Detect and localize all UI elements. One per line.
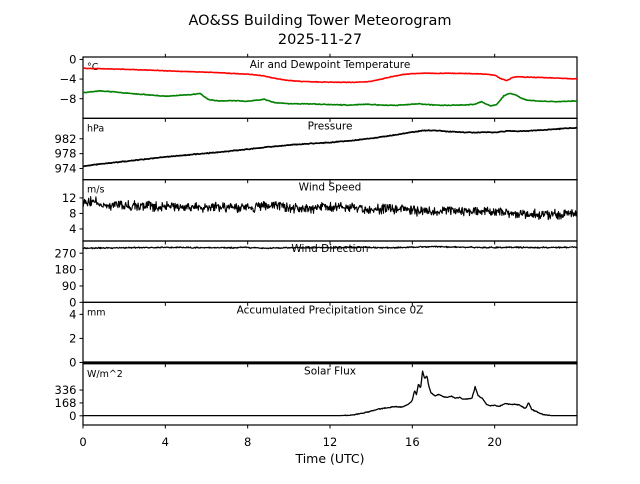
x-tick-label: 20 — [487, 435, 502, 449]
y-tick-label: 4 — [69, 307, 76, 321]
wind-speed-line — [82, 196, 578, 221]
figure-title: AO&SS Building Tower Meteorogram — [188, 13, 451, 29]
panel-unit-label: mm — [87, 307, 106, 318]
panel-series — [82, 196, 578, 221]
x-tick-label: 16 — [405, 435, 420, 449]
figure-date: 2025-11-27 — [278, 32, 362, 48]
panel-series — [82, 126, 578, 168]
wind-direction-line — [82, 245, 578, 250]
y-tick-label: −4 — [60, 72, 77, 86]
x-tick-label: 0 — [79, 435, 86, 449]
pressure-line — [82, 126, 578, 168]
x-axis: 0 4 8 12 16 20 — [79, 435, 502, 449]
panel-wind-direction: 270 180 90 0 Wind Direction — [55, 240, 578, 309]
panel-unit-label: °C — [87, 62, 99, 73]
y-tick-label: 4 — [69, 222, 76, 236]
panel-unit-label: W/m^2 — [87, 369, 123, 380]
panel-air-dewpoint-temperature: 0 −4 −8 Air and Dewpoint Temperature °C — [60, 53, 578, 122]
panel-title: Wind Speed — [299, 182, 362, 194]
panel-title: Air and Dewpoint Temperature — [250, 59, 411, 71]
y-tick-label: 0 — [69, 409, 76, 423]
y-tick-label: 168 — [55, 396, 77, 410]
x-axis-label: Time (UTC) — [294, 451, 364, 466]
y-tick-label: 0 — [69, 356, 76, 370]
x-tick-label: 4 — [162, 435, 169, 449]
y-tick-label: 974 — [55, 162, 77, 176]
panel-title: Pressure — [308, 120, 353, 132]
panel-accumulated-precipitation: 4 2 0 Accumulated Precipitation Since 0Z m… — [69, 301, 578, 370]
solar-flux-line — [82, 370, 578, 417]
y-tick-label: 2 — [69, 332, 76, 346]
x-tick-label: 8 — [244, 435, 251, 449]
y-tick-label: 336 — [55, 383, 77, 397]
panel-series — [82, 245, 578, 250]
air-temperature-line — [82, 67, 578, 84]
y-tick-label: 270 — [55, 246, 77, 260]
y-tick-label: 8 — [69, 207, 76, 221]
y-tick-label: 0 — [69, 53, 76, 67]
panel-title: Wind Direction — [291, 243, 368, 255]
x-tick-label: 12 — [323, 435, 338, 449]
panel-series — [82, 67, 578, 107]
y-tick-label: 90 — [62, 279, 77, 293]
y-tick-label: 978 — [55, 147, 77, 161]
panel-wind-speed: 12 84 Wind Speed m/s — [62, 179, 578, 245]
panel-unit-label: m/s — [87, 185, 104, 196]
y-tick-label: 180 — [55, 263, 77, 277]
panel-unit-label: hPa — [87, 123, 104, 134]
y-tick-label: 12 — [62, 191, 77, 205]
y-tick-label: 0 — [69, 295, 76, 309]
panel-series — [82, 370, 578, 417]
panel-title: Solar Flux — [304, 366, 356, 378]
y-tick-label: −8 — [60, 92, 77, 106]
panel-title: Accumulated Precipitation Since 0Z — [237, 304, 424, 316]
y-tick-label: 982 — [55, 132, 77, 146]
dewpoint-temperature-line — [82, 89, 578, 107]
